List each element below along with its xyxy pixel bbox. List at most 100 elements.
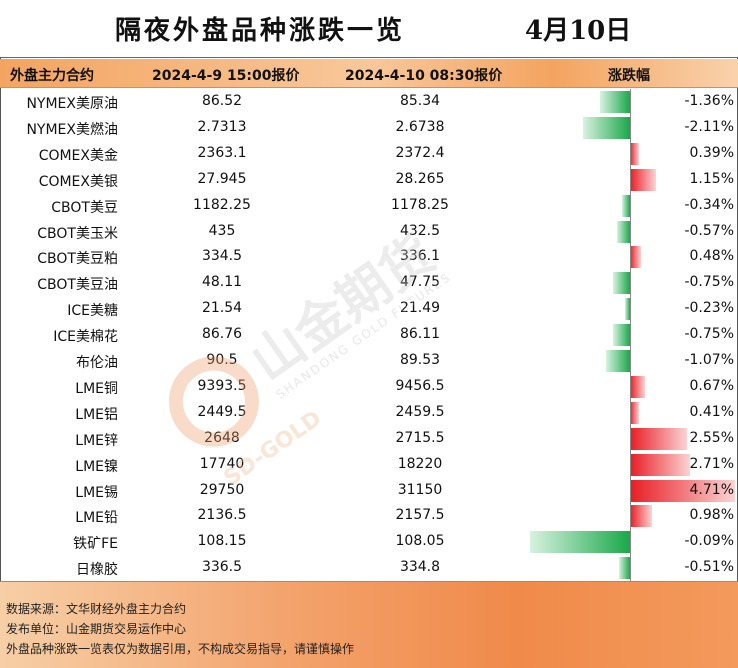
contract-name: NYMEX美燃油: [26, 121, 118, 138]
header-name: 外盘主力合约: [10, 68, 94, 84]
price-current: 21.49: [399, 300, 441, 317]
change-bar: [630, 427, 687, 450]
price-prev: 2.7313: [197, 118, 247, 135]
table-row: COMEX美银 27.945 28.265 1.15%: [0, 167, 738, 193]
change-bar: [630, 401, 640, 424]
price-prev: 21.54: [201, 300, 243, 317]
contract-name: LME锌: [75, 432, 118, 449]
table-row: LME镍 17740 18220 2.71%: [0, 452, 738, 478]
header-price2: 2024-4-10 08:30报价: [345, 68, 503, 84]
contract-name: 布伦油: [76, 355, 118, 371]
change-bar: [617, 220, 630, 243]
change-percent: -0.75%: [684, 274, 734, 291]
price-prev: 1182.25: [193, 196, 251, 213]
contract-name: COMEX美银: [38, 173, 118, 190]
contract-name: 日橡胶: [76, 562, 118, 579]
contract-name: COMEX美金: [38, 147, 118, 164]
change-percent: 4.71%: [689, 481, 734, 498]
contract-name: CBOT美豆油: [37, 277, 118, 294]
price-prev: 435: [208, 222, 236, 239]
header-change: 涨跌幅: [608, 68, 650, 84]
table-row: ICE美棉花 86.76 86.11 -0.75%: [0, 322, 738, 348]
contract-name: CBOT美豆粕: [37, 251, 118, 268]
price-prev: 2136.5: [197, 507, 247, 524]
table-header: 外盘主力合约 2024-4-9 15:00报价 2024-4-10 08:30报…: [0, 59, 738, 88]
contract-name: CBOT美玉米: [37, 225, 118, 242]
table-row: 日橡胶 336.5 334.8 -0.51%: [0, 555, 738, 581]
contract-name: LME铜: [75, 380, 118, 397]
change-bar: [613, 272, 630, 295]
change-bar: [606, 350, 630, 372]
price-prev: 29750: [199, 481, 245, 498]
price-current: 18220: [397, 455, 443, 472]
table-row: CBOT美豆 1182.25 1178.25 -0.34%: [0, 193, 738, 219]
change-bar: [622, 194, 630, 217]
change-bar: [529, 531, 630, 554]
table-row: LME铝 2449.5 2459.5 0.41%: [0, 400, 738, 426]
price-current: 2.6738: [395, 118, 445, 135]
price-current: 1178.25: [391, 196, 449, 213]
change-percent: -0.51%: [684, 559, 734, 576]
table-row: NYMEX美燃油 2.7313 2.6738 -2.11%: [0, 115, 738, 141]
price-prev: 334.5: [201, 248, 243, 265]
contract-name: 铁矿FE: [73, 536, 118, 553]
contract-name: LME铝: [75, 406, 118, 423]
change-bar: [613, 324, 630, 347]
price-prev: 48.11: [201, 274, 243, 291]
change-bar: [630, 246, 641, 269]
price-current: 432.5: [399, 222, 441, 239]
table-row: LME铅 2136.5 2157.5 0.98%: [0, 503, 738, 529]
price-prev: 27.945: [197, 170, 247, 187]
change-bar: [630, 505, 652, 528]
price-current: 85.34: [399, 93, 441, 109]
change-bar: [618, 557, 630, 580]
change-bar: [630, 375, 645, 398]
price-prev: 108.15: [197, 533, 247, 550]
change-bar: [630, 168, 656, 191]
price-current: 2157.5: [395, 507, 445, 524]
price-prev: 336.5: [201, 559, 243, 576]
footer-source: 数据来源：文华财经外盘主力合约: [6, 602, 187, 616]
table-row: CBOT美玉米 435 432.5 -0.57%: [0, 219, 738, 245]
change-percent: -0.34%: [684, 196, 734, 213]
contract-name: NYMEX美原油: [26, 96, 118, 112]
change-percent: -1.07%: [684, 352, 734, 368]
price-prev: 2363.1: [197, 144, 247, 161]
price-current: 334.8: [399, 559, 441, 576]
price-current: 336.1: [399, 248, 441, 265]
price-prev: 86.76: [201, 326, 243, 343]
price-prev: 90.5: [206, 352, 238, 368]
title-bar: 隔夜外盘品种涨跌一览 4月10日: [0, 0, 738, 58]
price-prev: 2648: [204, 429, 240, 446]
change-bar: [630, 453, 691, 476]
contract-name: LME镍: [75, 458, 118, 475]
footer-disclaimer: 外盘品种涨跌一览表仅为数据引用，不构成交易指导，请谨慎操作: [6, 642, 355, 656]
price-current: 9456.5: [395, 377, 445, 394]
change-percent: 0.39%: [689, 144, 734, 161]
price-prev: 2449.5: [197, 403, 247, 420]
price-current: 2459.5: [395, 403, 445, 420]
price-current: 28.265: [395, 170, 445, 187]
price-current: 2715.5: [395, 429, 445, 446]
change-bar: [582, 116, 630, 139]
change-bar: [630, 479, 736, 502]
change-bar: [599, 91, 630, 113]
change-percent: 2.71%: [689, 455, 734, 472]
table-row: LME铜 9393.5 9456.5 0.67%: [0, 374, 738, 400]
contract-name: CBOT美豆: [51, 199, 118, 216]
price-current: 108.05: [395, 533, 445, 550]
price-prev: 17740: [199, 455, 245, 472]
table-row: CBOT美豆粕 334.5 336.1 0.48%: [0, 244, 738, 270]
change-percent: -0.75%: [684, 326, 734, 343]
contract-name: ICE美糖: [67, 303, 118, 320]
change-bar: [624, 298, 630, 321]
table-row: NYMEX美原油 86.52 85.34 -1.36%: [0, 89, 738, 115]
contract-name: LME铅: [75, 510, 118, 527]
change-percent: -2.11%: [684, 118, 734, 135]
change-percent: -0.23%: [684, 300, 734, 317]
table-row: 铁矿FE 108.15 108.05 -0.09%: [0, 529, 738, 555]
footer-publisher: 发布单位：山金期货交易运作中心: [6, 622, 187, 636]
price-prev: 9393.5: [197, 377, 247, 394]
price-prev: 86.52: [201, 93, 243, 109]
table-row: 布伦油 90.5 89.53 -1.07%: [0, 348, 738, 374]
